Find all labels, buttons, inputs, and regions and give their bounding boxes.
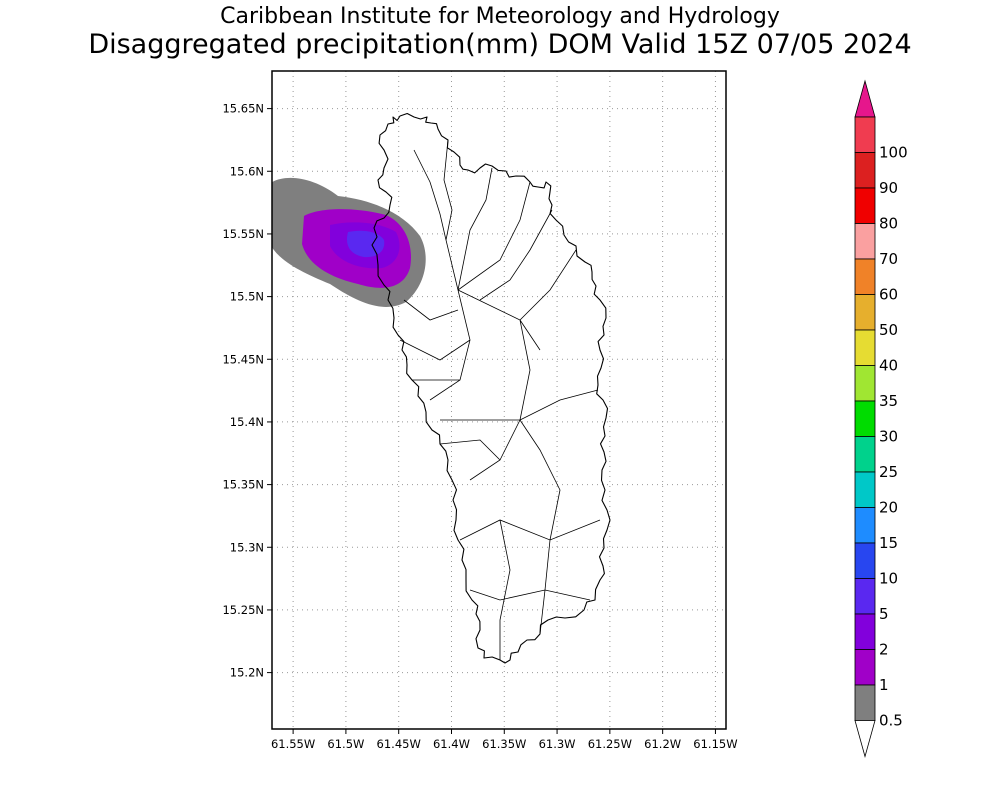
colorbar-label: 80 bbox=[879, 215, 898, 233]
colorbar-swatch bbox=[854, 684, 876, 721]
lon-tick-label: 61.5W bbox=[327, 737, 364, 751]
lat-tick-label: 15.3N bbox=[230, 540, 264, 554]
lon-tick-label: 61.2W bbox=[644, 737, 681, 751]
lon-tick-label: 61.45W bbox=[377, 737, 421, 751]
lat-tick-label: 15.4N bbox=[230, 415, 264, 429]
lat-tick-label: 15.25N bbox=[222, 603, 264, 617]
colorbar-label: 60 bbox=[879, 286, 898, 304]
colorbar-label: 100 bbox=[879, 144, 908, 162]
colorbar-swatch bbox=[854, 294, 876, 331]
map-frame bbox=[271, 70, 727, 730]
colorbar-label: 30 bbox=[879, 428, 898, 446]
lat-tick-label: 15.45N bbox=[222, 352, 264, 366]
longitude-axis: 61.55W 61.5W 61.45W 61.4W 61.35W 61.3W 61.25W 6… bbox=[271, 729, 738, 751]
watershed-boundaries bbox=[399, 139, 601, 660]
lon-tick-label: 61.3W bbox=[539, 737, 576, 751]
colorbar-label: 25 bbox=[879, 463, 898, 481]
colorbar-swatch bbox=[854, 187, 876, 224]
colorbar-swatch bbox=[854, 365, 876, 402]
title-block: Caribbean Institute for Meteorology and … bbox=[0, 4, 1000, 60]
colorbar-swatch bbox=[854, 400, 876, 437]
colorbar-label: 1 bbox=[879, 676, 889, 694]
colorbar-label: 20 bbox=[879, 499, 898, 517]
colorbar: 100 90 80 70 60 50 40 35 30 25 20 15 10 5 2 1 0.5 bbox=[854, 79, 908, 758]
lat-tick-label: 15.2N bbox=[230, 666, 264, 680]
colorbar-swatch bbox=[854, 542, 876, 579]
colorbar-swatch bbox=[854, 116, 876, 153]
colorbar-swatch bbox=[854, 507, 876, 544]
latitude-axis: 15.65N 15.6N 15.55N 15.5N 15.45N 15.4N 15.35N 1… bbox=[222, 102, 272, 680]
lat-tick-label: 15.5N bbox=[230, 290, 264, 304]
lon-tick-label: 61.4W bbox=[433, 737, 470, 751]
precipitation-contours bbox=[272, 177, 426, 307]
colorbar-swatch bbox=[854, 329, 876, 366]
colorbar-swatch bbox=[854, 613, 876, 650]
dominica-island bbox=[371, 112, 611, 664]
colorbar-label: 40 bbox=[879, 357, 898, 375]
lon-tick-label: 61.15W bbox=[693, 737, 737, 751]
colorbar-over-arrow bbox=[854, 79, 876, 118]
colorbar-label: 5 bbox=[879, 605, 889, 623]
colorbar-label: 10 bbox=[879, 570, 898, 588]
colorbar-label: 0.5 bbox=[879, 712, 903, 730]
colorbar-under-arrow bbox=[854, 720, 876, 758]
colorbar-label: 15 bbox=[879, 534, 898, 552]
colorbar-label: 2 bbox=[879, 641, 889, 659]
coastline bbox=[371, 112, 611, 664]
colorbar-swatch bbox=[854, 471, 876, 508]
institute-title: Caribbean Institute for Meteorology and … bbox=[220, 4, 780, 29]
colorbar-swatch bbox=[854, 258, 876, 295]
lat-tick-label: 15.65N bbox=[222, 102, 264, 116]
colorbar-swatch bbox=[854, 223, 876, 260]
colorbar-label: 90 bbox=[879, 179, 898, 197]
lon-tick-label: 61.25W bbox=[588, 737, 632, 751]
lat-tick-label: 15.55N bbox=[222, 227, 264, 241]
colorbar-label: 35 bbox=[879, 392, 898, 410]
colorbar-swatch bbox=[854, 436, 876, 473]
colorbar-label: 70 bbox=[879, 250, 898, 268]
colorbar-swatch bbox=[854, 152, 876, 189]
colorbar-swatch bbox=[854, 649, 876, 686]
lon-tick-label: 61.35W bbox=[482, 737, 526, 751]
lat-tick-label: 15.35N bbox=[222, 478, 264, 492]
lat-tick-label: 15.6N bbox=[230, 164, 264, 178]
lon-tick-label: 61.55W bbox=[271, 737, 315, 751]
product-title: Disaggregated precipitation(mm) DOM Vali… bbox=[88, 29, 912, 60]
map-gridlines bbox=[272, 71, 726, 729]
colorbar-label: 50 bbox=[879, 321, 898, 339]
colorbar-swatch bbox=[854, 578, 876, 615]
